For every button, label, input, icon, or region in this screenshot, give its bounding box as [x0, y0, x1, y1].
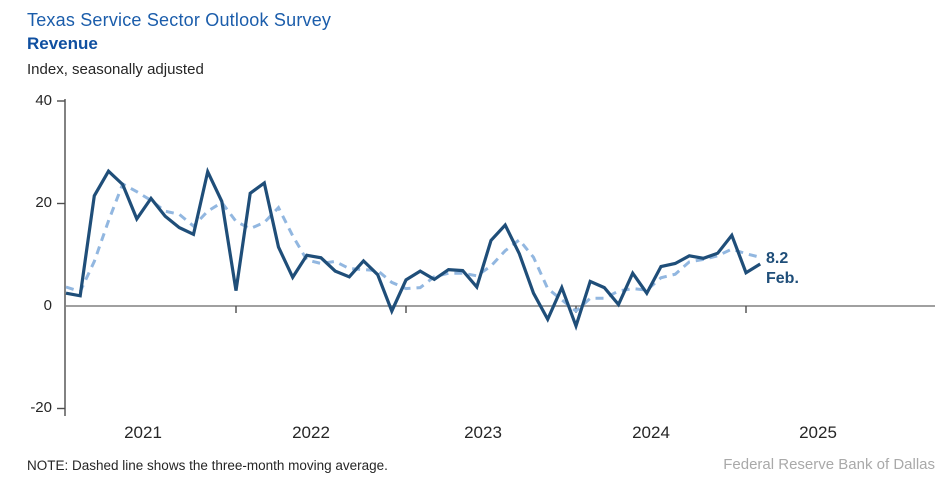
source-attribution: Federal Reserve Bank of Dallas — [723, 456, 935, 473]
x-label-2022: 2022 — [292, 423, 330, 442]
chart-title: Revenue — [27, 34, 98, 53]
x-axis-ticks — [235, 306, 747, 313]
units-label: Index, seasonally adjusted — [27, 61, 204, 78]
latest-month: Feb. — [766, 270, 799, 287]
x-label-2021: 2021 — [124, 423, 162, 442]
x-label-2023: 2023 — [464, 423, 502, 442]
monthly-index-solid-line — [65, 166, 762, 331]
y-axis-ticks — [57, 100, 65, 410]
y-tick-label-0: 0 — [43, 297, 52, 314]
footnote: NOTE: Dashed line shows the three-month … — [27, 458, 388, 473]
survey-title: Texas Service Sector Outlook Survey — [27, 10, 332, 30]
y-tick-label-40: 40 — [35, 92, 52, 109]
y-tick-label-neg20: -20 — [30, 399, 52, 416]
moving-average-dashed-line — [65, 181, 761, 314]
x-label-2025: 2025 — [799, 423, 837, 442]
y-tick-label-20: 20 — [35, 194, 52, 211]
latest-value: 8.2 — [766, 250, 789, 267]
latest-value-annotation: 8.2 Feb. — [766, 249, 799, 289]
x-label-2024: 2024 — [632, 423, 670, 442]
